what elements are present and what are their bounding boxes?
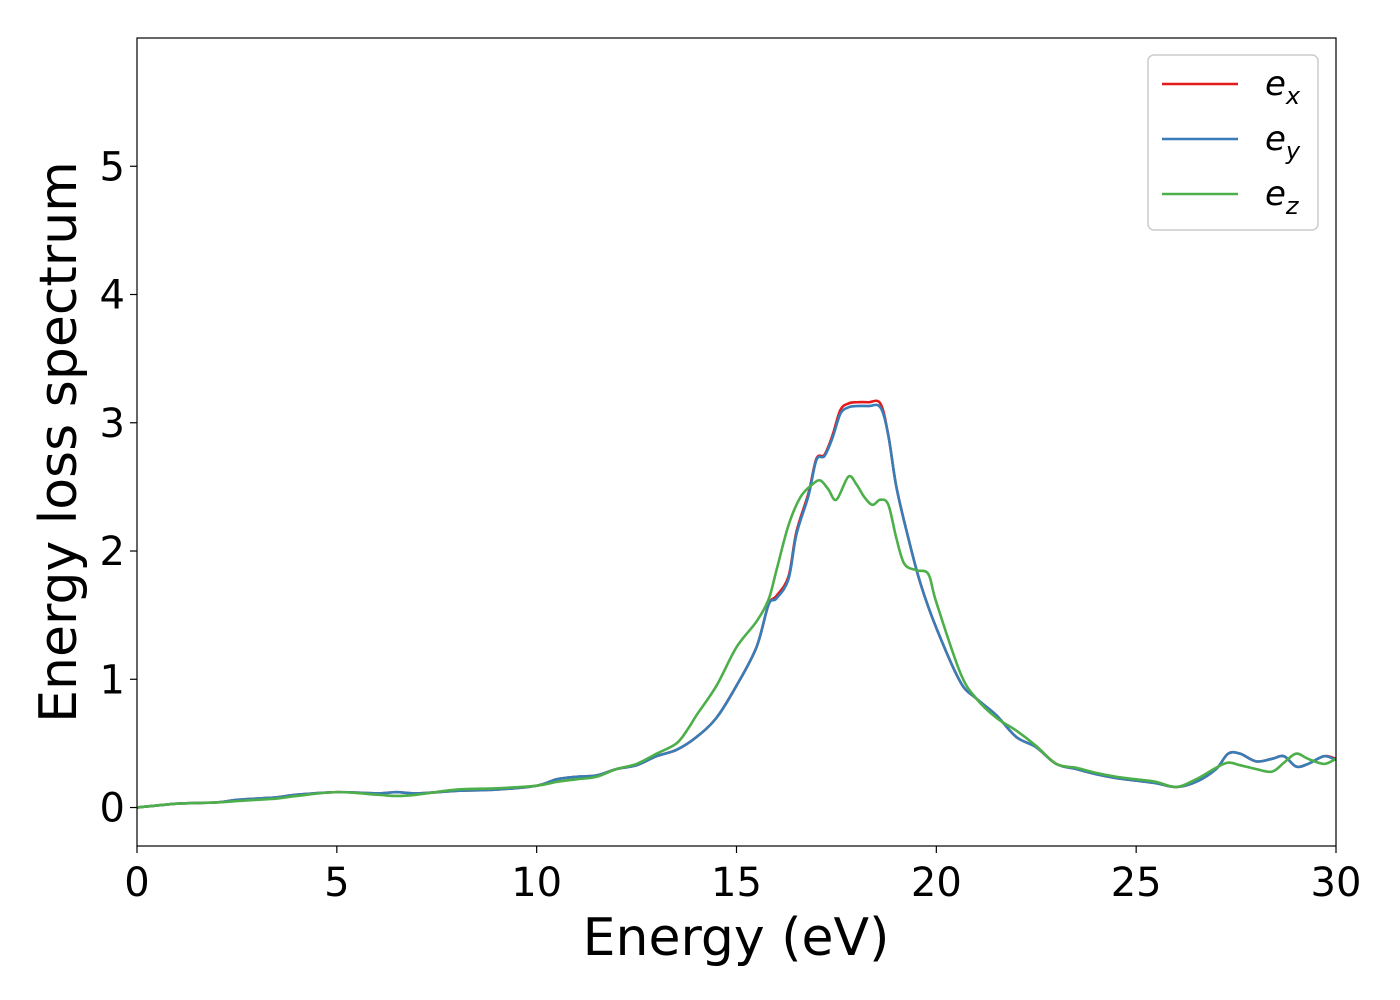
- legend-label-z: ez: [1265, 174, 1300, 220]
- legend-label-subscript: x: [1285, 82, 1301, 110]
- legend-label-subscript: y: [1285, 137, 1301, 165]
- y-tick-label: 5: [100, 144, 125, 190]
- y-tick-label: 2: [100, 529, 125, 575]
- y-tick-label: 1: [100, 657, 125, 703]
- legend-label-base: e: [1265, 119, 1286, 159]
- legend-label-x: ex: [1265, 64, 1301, 110]
- x-tick-label: 25: [1111, 860, 1162, 906]
- x-axis-title: Energy (eV): [583, 908, 890, 968]
- y-tick-label: 4: [100, 273, 125, 319]
- x-tick-label: 15: [711, 860, 762, 906]
- x-tick-label: 20: [911, 860, 962, 906]
- legend-label-base: e: [1265, 64, 1286, 104]
- series-line-z: [137, 474, 1336, 809]
- series-layer: [137, 399, 1336, 809]
- legend-label-base: e: [1265, 174, 1286, 214]
- legend-label-subscript: z: [1285, 192, 1300, 220]
- x-tick-label: 0: [124, 860, 149, 906]
- y-tick-label: 3: [100, 401, 125, 447]
- legend-label-y: ey: [1265, 119, 1301, 165]
- y-axis-title: Energy loss spectrum: [29, 161, 89, 723]
- x-axis: 0 5 10 15 20 25 30: [124, 846, 1361, 906]
- y-tick-label: 0: [100, 786, 125, 832]
- legend-box: [1147, 54, 1319, 231]
- x-tick-label: 10: [511, 860, 562, 906]
- x-tick-label: 5: [324, 860, 349, 906]
- y-axis: 0 1 2 3 4 5: [100, 144, 137, 832]
- x-tick-label: 30: [1311, 860, 1362, 906]
